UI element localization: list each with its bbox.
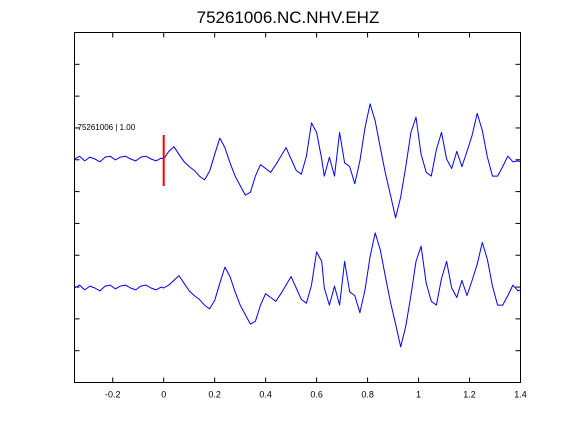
trace-line-1 xyxy=(74,103,521,219)
x-tick-label: 0 xyxy=(161,390,166,400)
x-tick-label: -0.2 xyxy=(105,390,121,400)
x-tick-label: 1.2 xyxy=(463,390,476,400)
axis-ticks: -0.2 0 0.2 0.4 0.6 0.8 1 1.2 1.4 xyxy=(74,32,527,400)
x-tick-label: 0.2 xyxy=(208,390,221,400)
x-tick-label: 0.8 xyxy=(361,390,374,400)
x-tick-label: 1 xyxy=(416,390,421,400)
x-tick-label: 1.4 xyxy=(514,390,527,400)
x-tick-label: 0.6 xyxy=(310,390,323,400)
chart-title: 75261006.NC.NHV.EHZ xyxy=(197,8,380,27)
waveform-traces xyxy=(74,103,521,348)
plot-area xyxy=(74,32,521,383)
x-tick-label: 0.4 xyxy=(259,390,272,400)
trace-line-2 xyxy=(74,232,521,348)
trace-label: 75261006 | 1.00 xyxy=(78,123,136,132)
